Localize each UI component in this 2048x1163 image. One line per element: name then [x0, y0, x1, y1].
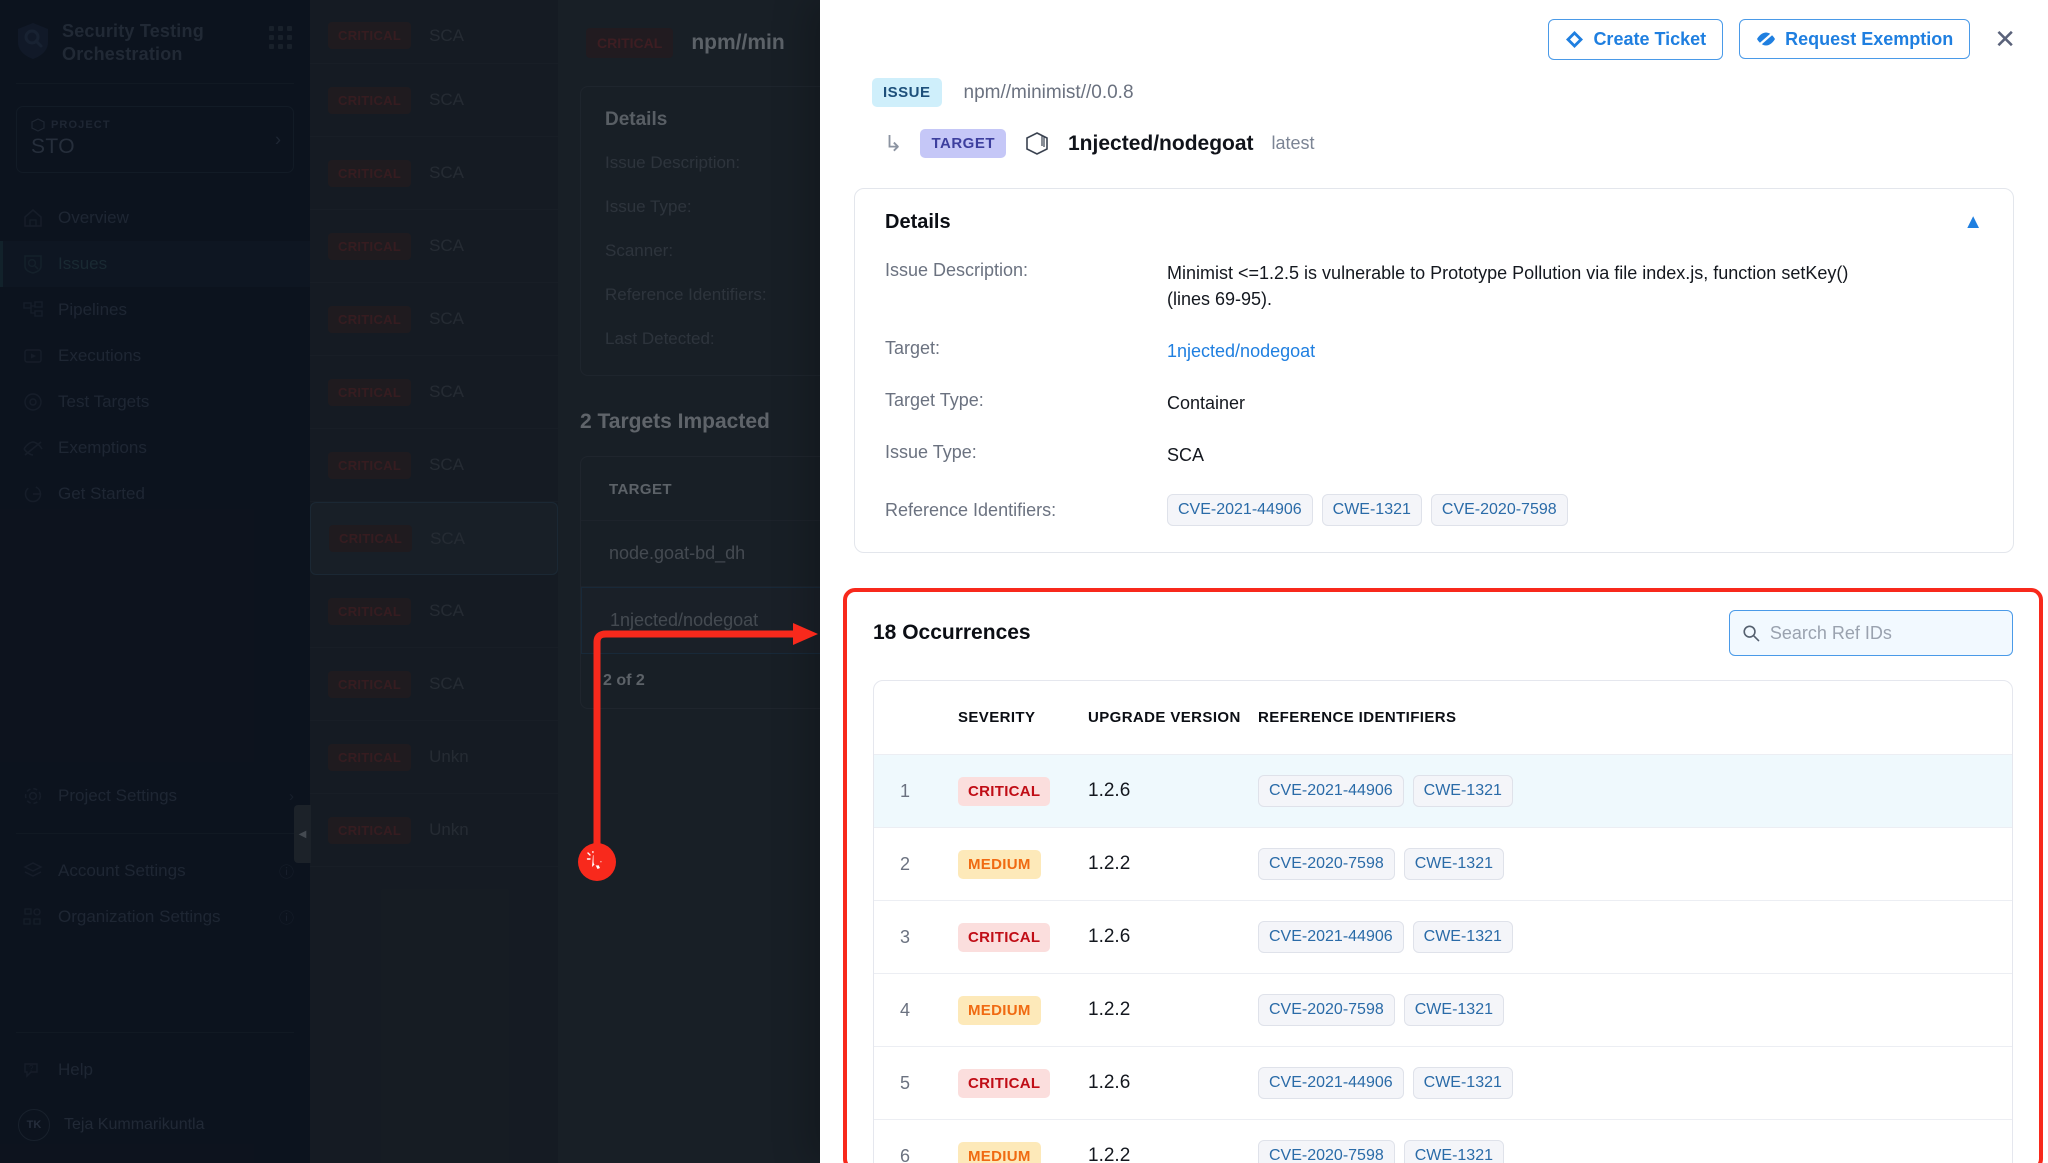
reference-chip[interactable]: CVE-2020-7598 [1258, 1140, 1395, 1163]
detail-value: Container [1167, 393, 1246, 414]
detail-row: Issue Type: SCA [885, 442, 1983, 468]
row-index: 3 [900, 926, 911, 947]
detail-value: Minimist <=1.2.5 is vulnerable to Protot… [1167, 263, 1849, 310]
reference-chip[interactable]: CWE-1321 [1412, 921, 1513, 953]
row-references: CVE-2021-44906 CWE-1321 [1258, 775, 2012, 807]
eye-off-icon [1757, 31, 1776, 47]
upgrade-version: 1.2.2 [1088, 999, 1131, 1020]
column-header-severity: SEVERITY [958, 709, 1036, 726]
detail-label: Issue Type: [885, 442, 977, 463]
detail-value-link[interactable]: 1njected/nodegoat [1167, 341, 1316, 362]
severity-badge: MEDIUM [958, 1141, 1041, 1163]
reference-chip[interactable]: CWE-1321 [1403, 848, 1504, 880]
button-label: Create Ticket [1593, 29, 1707, 49]
row-index: 4 [900, 999, 911, 1020]
table-row[interactable]: 6 MEDIUM 1.2.2 CVE-2020-7598 CWE-1321 [874, 1120, 2012, 1163]
row-references: CVE-2021-44906 CWE-1321 [1258, 921, 2012, 953]
issue-name: npm//minimist//0.0.8 [963, 81, 1134, 103]
occurrences-section: 18 Occurrences SEVERITY UPGRADE VERSION [843, 588, 2043, 1163]
click-cursor-icon [578, 843, 616, 881]
upgrade-version: 1.2.2 [1088, 1145, 1131, 1163]
detail-label: Issue Description: [885, 260, 1029, 280]
create-ticket-button[interactable]: Create Ticket [1548, 18, 1724, 60]
column-header-upgrade-version: UPGRADE VERSION [1088, 709, 1241, 726]
search-input[interactable] [1769, 622, 2000, 644]
reference-chip[interactable]: CWE-1321 [1403, 1140, 1504, 1163]
reference-chip[interactable]: CVE-2021-44906 [1258, 775, 1404, 807]
target-tag: TARGET [920, 129, 1006, 158]
occurrences-title: 18 Occurrences [873, 621, 1031, 644]
row-index: 2 [900, 853, 911, 874]
upgrade-version: 1.2.2 [1088, 853, 1131, 874]
table-row[interactable]: 3 CRITICAL 1.2.6 CVE-2021-44906 CWE-1321 [874, 901, 2012, 974]
issue-tag: ISSUE [872, 78, 942, 107]
upgrade-version: 1.2.6 [1088, 926, 1131, 947]
row-references: CVE-2020-7598 CWE-1321 [1258, 848, 2012, 880]
turn-down-right-icon: ↳ [884, 130, 903, 156]
reference-chip[interactable]: CWE-1321 [1412, 775, 1513, 807]
row-references: CVE-2021-44906 CWE-1321 [1258, 1067, 2012, 1099]
request-exemption-button[interactable]: Request Exemption [1739, 19, 1971, 59]
severity-badge: CRITICAL [958, 776, 1051, 806]
severity-badge: MEDIUM [958, 995, 1041, 1025]
upgrade-version: 1.2.6 [1088, 1072, 1131, 1093]
table-row[interactable]: 5 CRITICAL 1.2.6 CVE-2021-44906 CWE-1321 [874, 1047, 2012, 1120]
detail-row: Target Type: Container [885, 390, 1983, 416]
reference-chip[interactable]: CWE-1321 [1321, 494, 1422, 527]
close-icon[interactable]: ✕ [1994, 24, 2016, 54]
table-row[interactable]: 4 MEDIUM 1.2.2 CVE-2020-7598 CWE-1321 [874, 974, 2012, 1047]
reference-chip[interactable]: CVE-2021-44906 [1258, 1067, 1404, 1099]
reference-identifiers: CVE-2021-44906 CWE-1321 CVE-2020-7598 [1167, 494, 1568, 527]
reference-chip[interactable]: CWE-1321 [1403, 994, 1504, 1026]
details-panel: Details ▲ Issue Description: Minimist <=… [854, 188, 2014, 554]
button-label: Request Exemption [1785, 29, 1954, 49]
table-row[interactable]: 2 MEDIUM 1.2.2 CVE-2020-7598 CWE-1321 [874, 828, 2012, 901]
chevron-up-icon[interactable]: ▲ [1963, 211, 1983, 233]
row-index: 1 [900, 780, 911, 801]
package-cube-icon [1026, 131, 1048, 155]
row-index: 6 [900, 1145, 911, 1163]
reference-chip[interactable]: CVE-2021-44906 [1258, 921, 1404, 953]
reference-chip[interactable]: CVE-2020-7598 [1258, 994, 1395, 1026]
severity-badge: MEDIUM [958, 849, 1041, 879]
target-version: latest [1271, 133, 1315, 153]
detail-label: Target Type: [885, 390, 984, 411]
search-icon [1743, 625, 1760, 642]
upgrade-version: 1.2.6 [1088, 780, 1131, 801]
jira-diamond-icon [1566, 30, 1584, 48]
reference-chip[interactable]: CVE-2020-7598 [1258, 848, 1395, 880]
table-header: SEVERITY UPGRADE VERSION REFERENCE IDENT… [874, 681, 2012, 755]
reference-chip[interactable]: CVE-2020-7598 [1430, 494, 1568, 527]
issue-detail-modal: Create Ticket Request Exemption ✕ ISSUE … [820, 0, 2048, 1163]
detail-row: Reference Identifiers: CVE-2021-44906 CW… [885, 494, 1983, 527]
detail-label: Reference Identifiers: [885, 500, 1057, 521]
row-references: CVE-2020-7598 CWE-1321 [1258, 1140, 2012, 1163]
search-ref-ids-box[interactable] [1729, 610, 2013, 656]
reference-chip[interactable]: CWE-1321 [1412, 1067, 1513, 1099]
row-references: CVE-2020-7598 CWE-1321 [1258, 994, 2012, 1026]
breadcrumb: ISSUE npm//minimist//0.0.8 ↳ TARGET 1nje… [820, 62, 2048, 158]
detail-row: Target: 1njected/nodegoat [885, 338, 1983, 364]
detail-value: SCA [1167, 445, 1205, 466]
column-header-reference-identifiers: REFERENCE IDENTIFIERS [1258, 709, 1457, 726]
reference-chip[interactable]: CVE-2021-44906 [1167, 494, 1313, 527]
table-row[interactable]: 1 CRITICAL 1.2.6 CVE-2021-44906 CWE-1321 [874, 755, 2012, 828]
target-name: 1njected/nodegoat [1068, 131, 1254, 155]
details-title: Details [885, 211, 951, 233]
detail-label: Target: [885, 338, 941, 359]
modal-toolbar: Create Ticket Request Exemption ✕ [820, 0, 2048, 62]
severity-badge: CRITICAL [958, 922, 1051, 952]
row-index: 5 [900, 1072, 911, 1093]
occurrences-table: SEVERITY UPGRADE VERSION REFERENCE IDENT… [873, 680, 2013, 1163]
severity-badge: CRITICAL [958, 1068, 1051, 1098]
detail-row: Issue Description: Minimist <=1.2.5 is v… [885, 260, 1983, 312]
